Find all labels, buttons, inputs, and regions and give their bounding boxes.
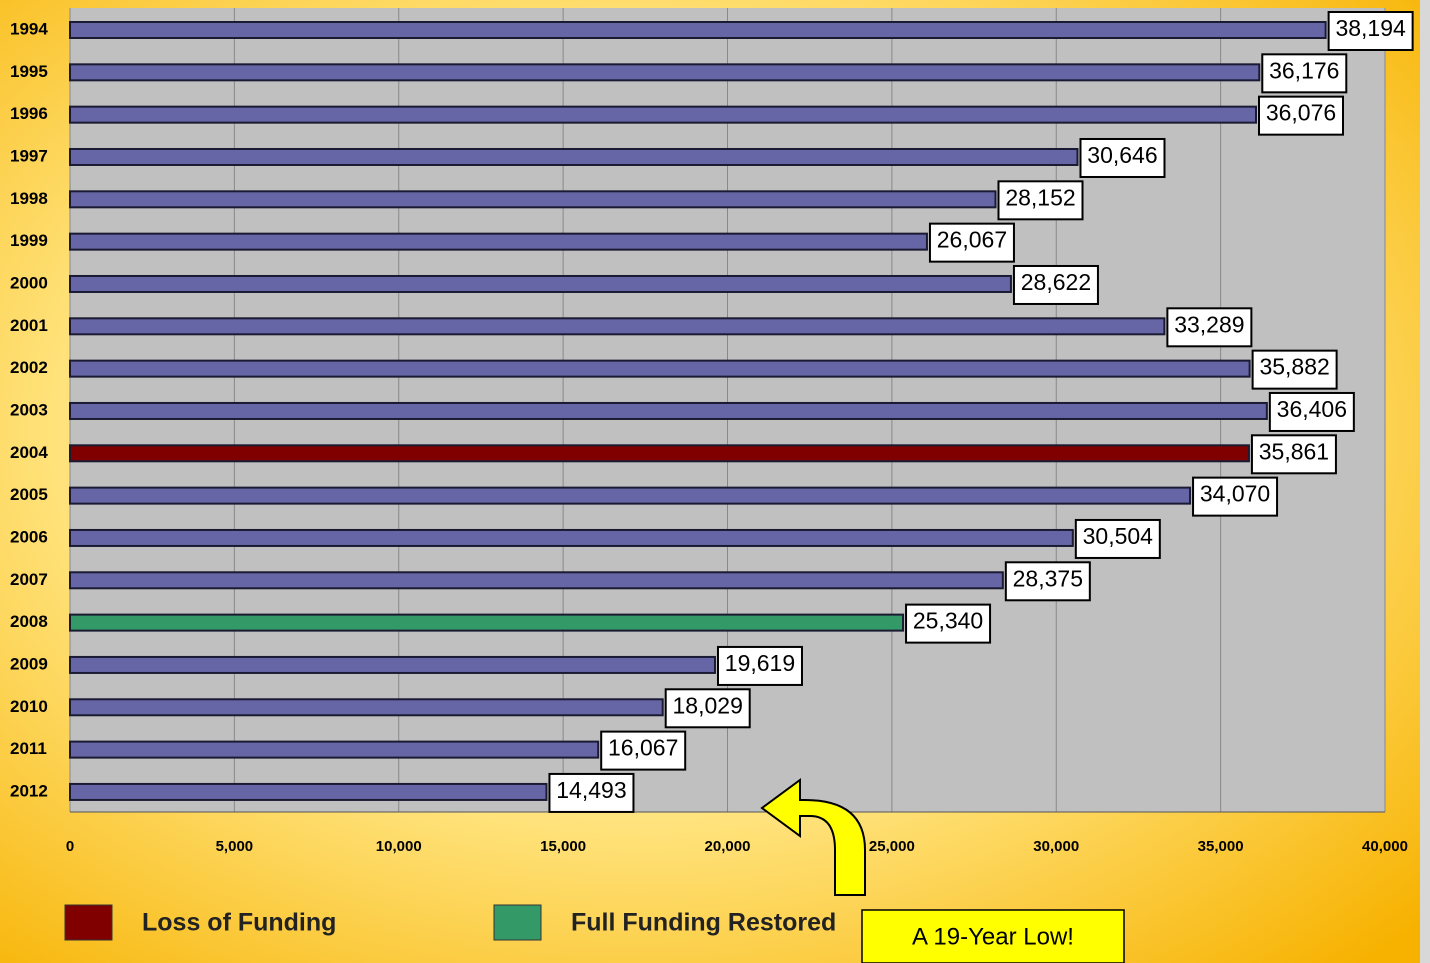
bar (69, 359, 1251, 378)
annotation: A 19-Year Low! (912, 923, 1074, 950)
value-label-box (1257, 95, 1344, 136)
value-label: 30,646 (1087, 142, 1157, 168)
value-label: 33,289 (1174, 311, 1244, 337)
y-tick-label: 1998 (10, 189, 48, 208)
bar (69, 528, 1074, 547)
x-tick-label: 35,000 (1198, 838, 1244, 855)
y-tick-label: 2010 (10, 697, 48, 716)
value-label-box (1012, 264, 1099, 305)
x-tick-label: 5,000 (216, 838, 254, 855)
value-label: 14,493 (556, 777, 626, 803)
bar (69, 317, 1166, 336)
y-tick-label: 2007 (10, 570, 48, 589)
y-tick-label: 2001 (10, 316, 48, 335)
y-tick-label: 2008 (10, 612, 48, 631)
value-label-box (928, 222, 1015, 263)
bar (69, 401, 1268, 420)
side-strip (1420, 0, 1430, 963)
value-label: 35,861 (1259, 438, 1329, 464)
legend-label: Loss of Funding (142, 909, 336, 937)
value-label-box (1166, 307, 1253, 348)
value-label: 16,067 (608, 735, 678, 761)
value-label: 30,504 (1083, 523, 1154, 549)
y-tick-label: 2003 (10, 400, 48, 419)
value-label-box (1074, 518, 1161, 559)
value-label-box (1250, 434, 1337, 475)
y-tick-label: 2009 (10, 654, 48, 673)
y-tick-label: 2012 (10, 781, 48, 800)
bar (69, 740, 600, 759)
bar (69, 147, 1079, 166)
y-tick-label: 2011 (10, 739, 47, 758)
x-tick-label: 30,000 (1033, 838, 1079, 855)
x-tick-label: 40,000 (1362, 838, 1408, 855)
value-label: 28,152 (1005, 184, 1075, 210)
value-label-box (548, 772, 635, 813)
y-tick-label: 2000 (10, 273, 48, 292)
value-label-box (716, 645, 803, 686)
value-label-box (1251, 349, 1338, 390)
bar (69, 190, 997, 209)
value-label: 36,406 (1277, 396, 1347, 422)
value-label: 28,622 (1021, 269, 1091, 295)
y-tick-label: 1999 (10, 231, 48, 250)
value-label: 19,619 (725, 650, 795, 676)
value-label: 36,176 (1269, 57, 1339, 83)
bar (69, 232, 928, 251)
value-label-box (1192, 476, 1279, 517)
legend-swatch (64, 904, 113, 941)
legend-label: Full Funding Restored (571, 909, 836, 937)
annotation-box (861, 909, 1125, 963)
value-label-box (1327, 11, 1414, 51)
value-label: 36,076 (1266, 100, 1336, 126)
value-label: 28,375 (1013, 565, 1083, 591)
x-tick-label: 15,000 (540, 838, 586, 855)
y-tick-label: 1995 (10, 62, 48, 81)
bar (69, 571, 1004, 590)
value-label-box (600, 730, 687, 771)
value-label-box (1261, 53, 1348, 94)
value-label-box (1268, 391, 1355, 432)
value-label-box (1004, 561, 1091, 602)
value-label: 35,882 (1259, 354, 1329, 380)
value-label: 18,029 (673, 692, 743, 718)
y-tick-label: 1994 (10, 19, 48, 38)
y-tick-label: 2004 (10, 443, 48, 462)
x-tick-label: 25,000 (869, 838, 915, 855)
bar (69, 486, 1192, 505)
bar (69, 274, 1012, 293)
value-label: 25,340 (913, 608, 983, 634)
x-tick-label: 20,000 (705, 838, 751, 855)
bar (69, 655, 716, 674)
value-label-box (1079, 137, 1166, 178)
legend-swatch (493, 904, 542, 941)
value-label: 34,070 (1200, 481, 1270, 507)
y-tick-label: 2002 (10, 358, 48, 377)
bar (69, 21, 1327, 39)
bar (69, 782, 548, 801)
y-tick-label: 2005 (10, 485, 48, 504)
bar (69, 105, 1257, 124)
value-label-box (905, 603, 992, 644)
x-tick-label: 10,000 (376, 838, 422, 855)
y-tick-label: 1996 (10, 104, 48, 123)
y-tick-label: 1997 (10, 146, 48, 165)
value-label: 38,194 (1335, 15, 1406, 41)
arrow (760, 778, 866, 896)
value-label: 26,067 (937, 227, 1007, 253)
bar (69, 698, 664, 717)
y-tick-label: 2006 (10, 527, 48, 546)
x-tick-label: 0 (66, 838, 74, 855)
value-label-box (664, 688, 751, 729)
value-label-box (997, 180, 1084, 221)
bar (69, 63, 1261, 82)
bar (69, 444, 1250, 463)
bar (69, 613, 905, 632)
